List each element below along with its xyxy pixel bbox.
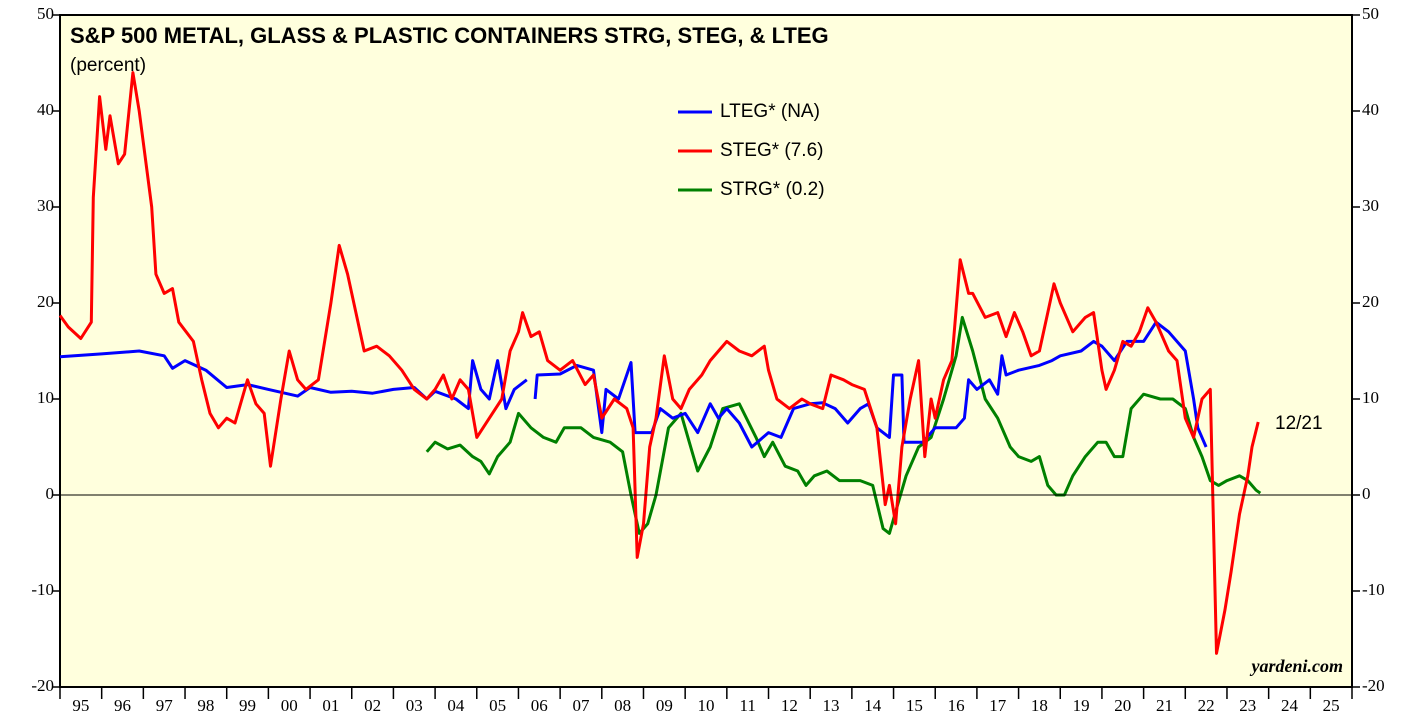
series-line [58, 71, 1260, 655]
x-tick-label: 25 [1323, 696, 1340, 715]
x-tick-label: 15 [906, 696, 923, 715]
y-tick-label: 0 [46, 484, 55, 503]
x-tick-label: 20 [1114, 696, 1131, 715]
x-tick-label: 98 [197, 696, 214, 715]
y2-tick-label: 10 [1362, 388, 1379, 407]
y2-tick-label: 20 [1362, 292, 1379, 311]
chart-subtitle: (percent) [70, 55, 146, 76]
legend-label: LTEG* (NA) [720, 101, 820, 122]
y-tick-label: 10 [37, 388, 54, 407]
y2-tick-label: 50 [1362, 4, 1379, 23]
y-tick-label: 50 [37, 4, 54, 23]
x-tick-label: 07 [572, 696, 590, 715]
series-line [425, 315, 1262, 535]
series-line [59, 320, 1208, 449]
x-tick-label: 08 [614, 696, 631, 715]
y2-tick-label: -10 [1362, 580, 1385, 599]
y2-tick-label: 0 [1362, 484, 1371, 503]
x-tick-label: 00 [281, 696, 298, 715]
x-tick-label: 21 [1156, 696, 1173, 715]
chart-title: S&P 500 METAL, GLASS & PLASTIC CONTAINER… [70, 23, 829, 48]
y2-tick-label: 30 [1362, 196, 1379, 215]
annotation: 12/21 [1275, 413, 1323, 434]
y2-tick-label: 40 [1362, 100, 1379, 119]
x-tick-label: 95 [72, 696, 89, 715]
x-tick-label: 97 [156, 696, 174, 715]
marks [58, 71, 1262, 655]
x-tick-label: 24 [1281, 696, 1299, 715]
y-tick-label: 30 [37, 196, 54, 215]
x-tick-label: 17 [989, 696, 1007, 715]
x-tick-label: 23 [1239, 696, 1256, 715]
x-tick-label: 01 [322, 696, 339, 715]
x-tick-label: 96 [114, 696, 131, 715]
plot-area [59, 14, 1353, 688]
x-tick-label: 11 [739, 696, 755, 715]
x-tick-label: 10 [698, 696, 715, 715]
y-tick-label: -20 [31, 676, 54, 695]
y-tick-label: -10 [31, 580, 54, 599]
x-tick-label: 03 [406, 696, 423, 715]
x-tick-label: 04 [447, 696, 465, 715]
x-tick-label: 14 [864, 696, 882, 715]
x-tick-label: 02 [364, 696, 381, 715]
x-tick-label: 13 [823, 696, 840, 715]
x-tick-label: 99 [239, 696, 256, 715]
source: yardeni.com [1250, 656, 1344, 676]
x-tick-label: 22 [1198, 696, 1215, 715]
x-tick-label: 12 [781, 696, 798, 715]
y-tick-label: 20 [37, 292, 54, 311]
y2-tick-label: -20 [1362, 676, 1385, 695]
y-tick-label: 40 [37, 100, 54, 119]
x-tick-label: 16 [948, 696, 965, 715]
x-tick-label: 19 [1073, 696, 1090, 715]
x-tick-label: 05 [489, 696, 506, 715]
legend-label: STEG* (7.6) [720, 140, 823, 161]
x-tick-label: 09 [656, 696, 673, 715]
x-tick-label: 06 [531, 696, 548, 715]
legend-label: STRG* (0.2) [720, 179, 825, 200]
x-tick-label: 18 [1031, 696, 1048, 715]
